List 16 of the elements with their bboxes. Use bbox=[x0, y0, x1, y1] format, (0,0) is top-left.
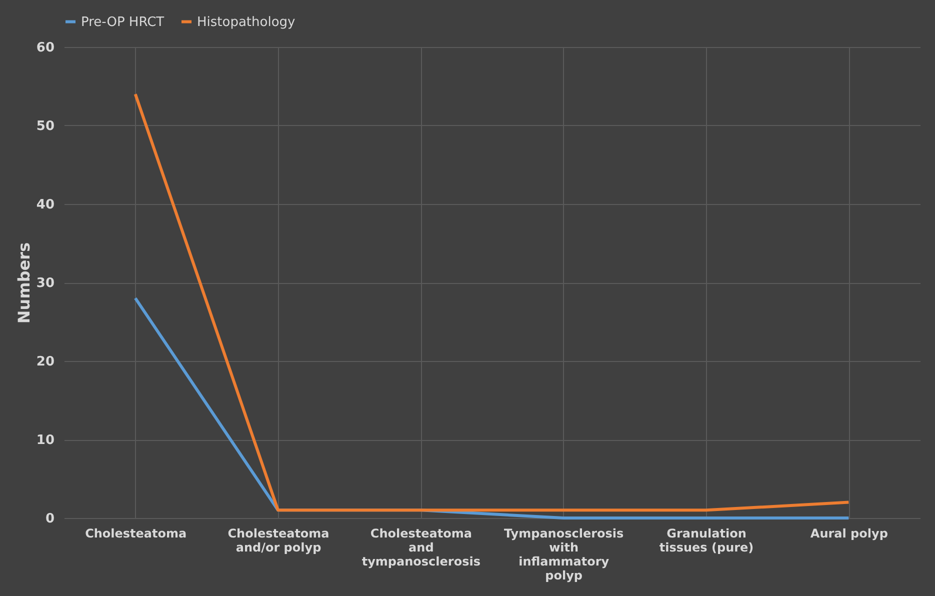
y-axis-title: Numbers bbox=[14, 242, 34, 324]
x-tick-label: Tympanosclerosis with inflammatory polyp bbox=[504, 526, 624, 582]
legend-label: Pre-OP HRCT bbox=[81, 14, 164, 30]
x-tick-label: Cholesteatoma and tympanosclerosis bbox=[362, 526, 480, 568]
legend-label: Histopathology bbox=[197, 14, 296, 30]
x-tick-label: Cholesteatoma and/or polyp bbox=[228, 526, 330, 554]
y-tick-label: 30 bbox=[36, 276, 54, 291]
y-tick-label: 20 bbox=[36, 354, 54, 370]
y-tick-label: 0 bbox=[45, 512, 54, 526]
x-tick-label: Granulation tissues (pure) bbox=[659, 526, 754, 554]
x-tick-label: Aural polyp bbox=[810, 526, 888, 540]
y-tick-label: 10 bbox=[36, 433, 54, 448]
y-tick-label: 40 bbox=[36, 198, 54, 212]
x-tick-label: Cholesteatoma bbox=[85, 526, 187, 540]
y-tick-label: 50 bbox=[36, 119, 54, 134]
y-tick-label: 60 bbox=[36, 40, 54, 56]
